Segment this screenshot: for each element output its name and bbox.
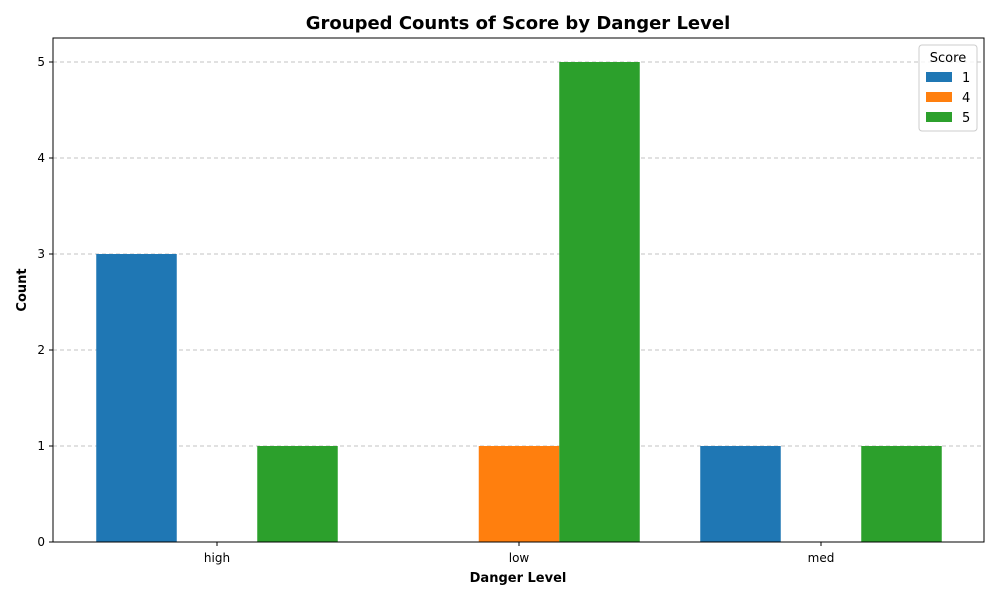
y-axis-label: Count <box>15 268 30 311</box>
legend-entry: 1 <box>962 71 970 86</box>
legend-swatch <box>926 72 952 82</box>
y-tick-label: 0 <box>37 535 45 549</box>
bar-high-score-1 <box>96 254 177 542</box>
y-tick-label: 4 <box>37 151 45 165</box>
y-tick-label: 2 <box>37 343 45 357</box>
y-tick-label: 1 <box>37 439 45 453</box>
bar-med-score-5 <box>861 446 942 542</box>
bar-high-score-5 <box>257 446 338 542</box>
bar-low-score-5 <box>559 62 640 542</box>
x-axis-label: Danger Level <box>470 571 567 586</box>
y-tick-label: 3 <box>37 247 45 261</box>
legend-swatch <box>926 92 952 102</box>
legend-entry: 4 <box>962 91 970 106</box>
x-tick-label: low <box>509 551 530 565</box>
legend-title: Score <box>930 51 966 66</box>
x-tick-label: med <box>808 551 835 565</box>
legend-entry: 5 <box>962 111 970 126</box>
chart-title: Grouped Counts of Score by Danger Level <box>306 13 731 34</box>
x-tick-label: high <box>204 551 230 565</box>
legend-box <box>918 44 978 132</box>
y-axis-ticks: 0 1 2 3 4 5 <box>37 55 53 549</box>
bar-med-score-1 <box>700 446 781 542</box>
legend: Score 1 4 5 <box>918 44 978 132</box>
bars <box>96 62 942 542</box>
legend-swatch <box>926 112 952 122</box>
bar-low-score-4 <box>478 446 560 542</box>
y-tick-label: 5 <box>37 55 45 69</box>
x-axis-ticks: high low med <box>204 542 834 565</box>
